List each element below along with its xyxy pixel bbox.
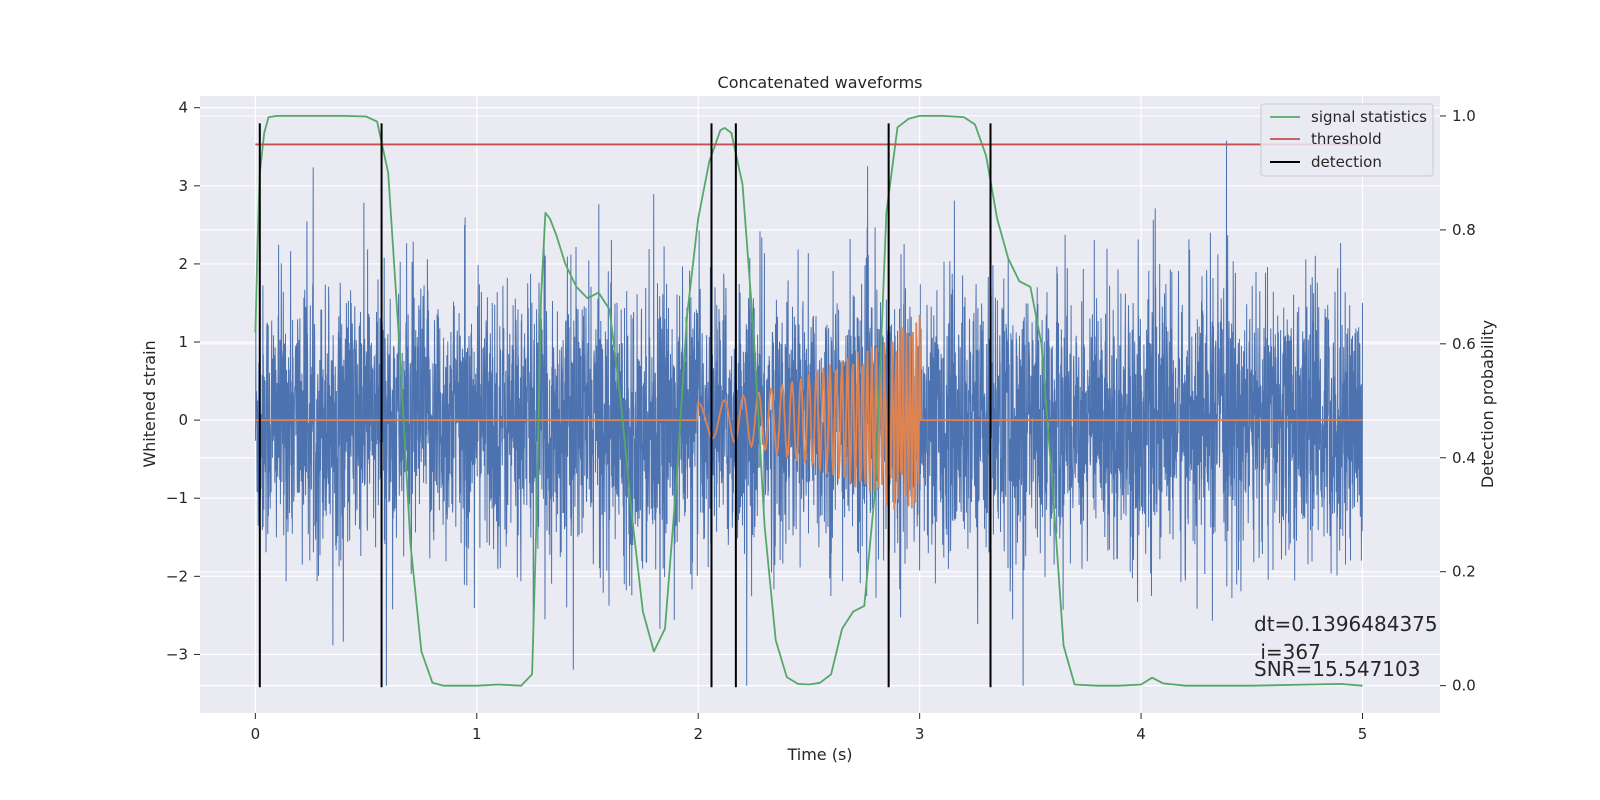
signal-statistics-series — [254, 115, 1363, 687]
y2-tick-label: 0.2 — [1452, 563, 1476, 581]
y-axis-label: Whitened strain — [140, 340, 159, 467]
x-tick-label: 2 — [693, 725, 703, 743]
y2-tick-label: 0.0 — [1452, 677, 1476, 695]
y2-tick-label: 1.0 — [1452, 107, 1476, 125]
y-tick-label: −1 — [166, 489, 188, 507]
injected-series — [255, 314, 1363, 510]
y-tick-label: −2 — [166, 567, 188, 585]
x-tick-label: 1 — [472, 725, 482, 743]
signal-statistics-line — [254, 115, 1363, 687]
y-tick-label: 3 — [178, 177, 188, 195]
y-tick-label: 0 — [178, 411, 188, 429]
annotation-dt: dt=0.1396484375 — [1254, 612, 1438, 636]
strain-line — [254, 140, 1363, 686]
legend-label-signal-statistics: signal statistics — [1311, 108, 1427, 126]
y-tick-label: 4 — [178, 99, 188, 117]
y-tick-label: 1 — [178, 333, 188, 351]
x-tick-label: 4 — [1136, 725, 1146, 743]
detection-series — [258, 123, 992, 688]
y-tick-label: 2 — [178, 255, 188, 273]
legend-label-threshold: threshold — [1311, 130, 1382, 148]
axis-ticks: 0 1 2 3 4 5 −3 −2 −1 0 1 2 3 4 0.0 0.2 0.4 0.6 0.8 1.0 — [166, 99, 1476, 743]
legend-label-detection: detection — [1311, 153, 1382, 171]
strain-series — [254, 140, 1363, 686]
x-tick-label: 0 — [251, 725, 261, 743]
y2-tick-label: 0.8 — [1452, 221, 1476, 239]
chart-title: Concatenated waveforms — [718, 73, 923, 92]
legend-box — [1260, 103, 1434, 177]
annotation-index: i=367 — [1254, 640, 1321, 664]
y2-tick-label: 0.4 — [1452, 449, 1476, 467]
x-tick-label: 3 — [915, 725, 925, 743]
y2-tick-label: 0.6 — [1452, 335, 1476, 353]
y2-axis-label: Detection probability — [1478, 320, 1497, 488]
legend: signal statistics threshold detection — [1260, 103, 1434, 177]
x-axis-label: Time (s) — [786, 745, 852, 764]
y-tick-label: −3 — [166, 645, 188, 663]
annotation-snr: SNR=15.547103 — [1254, 657, 1420, 681]
x-tick-label: 5 — [1358, 725, 1368, 743]
injected-line — [255, 314, 1363, 510]
